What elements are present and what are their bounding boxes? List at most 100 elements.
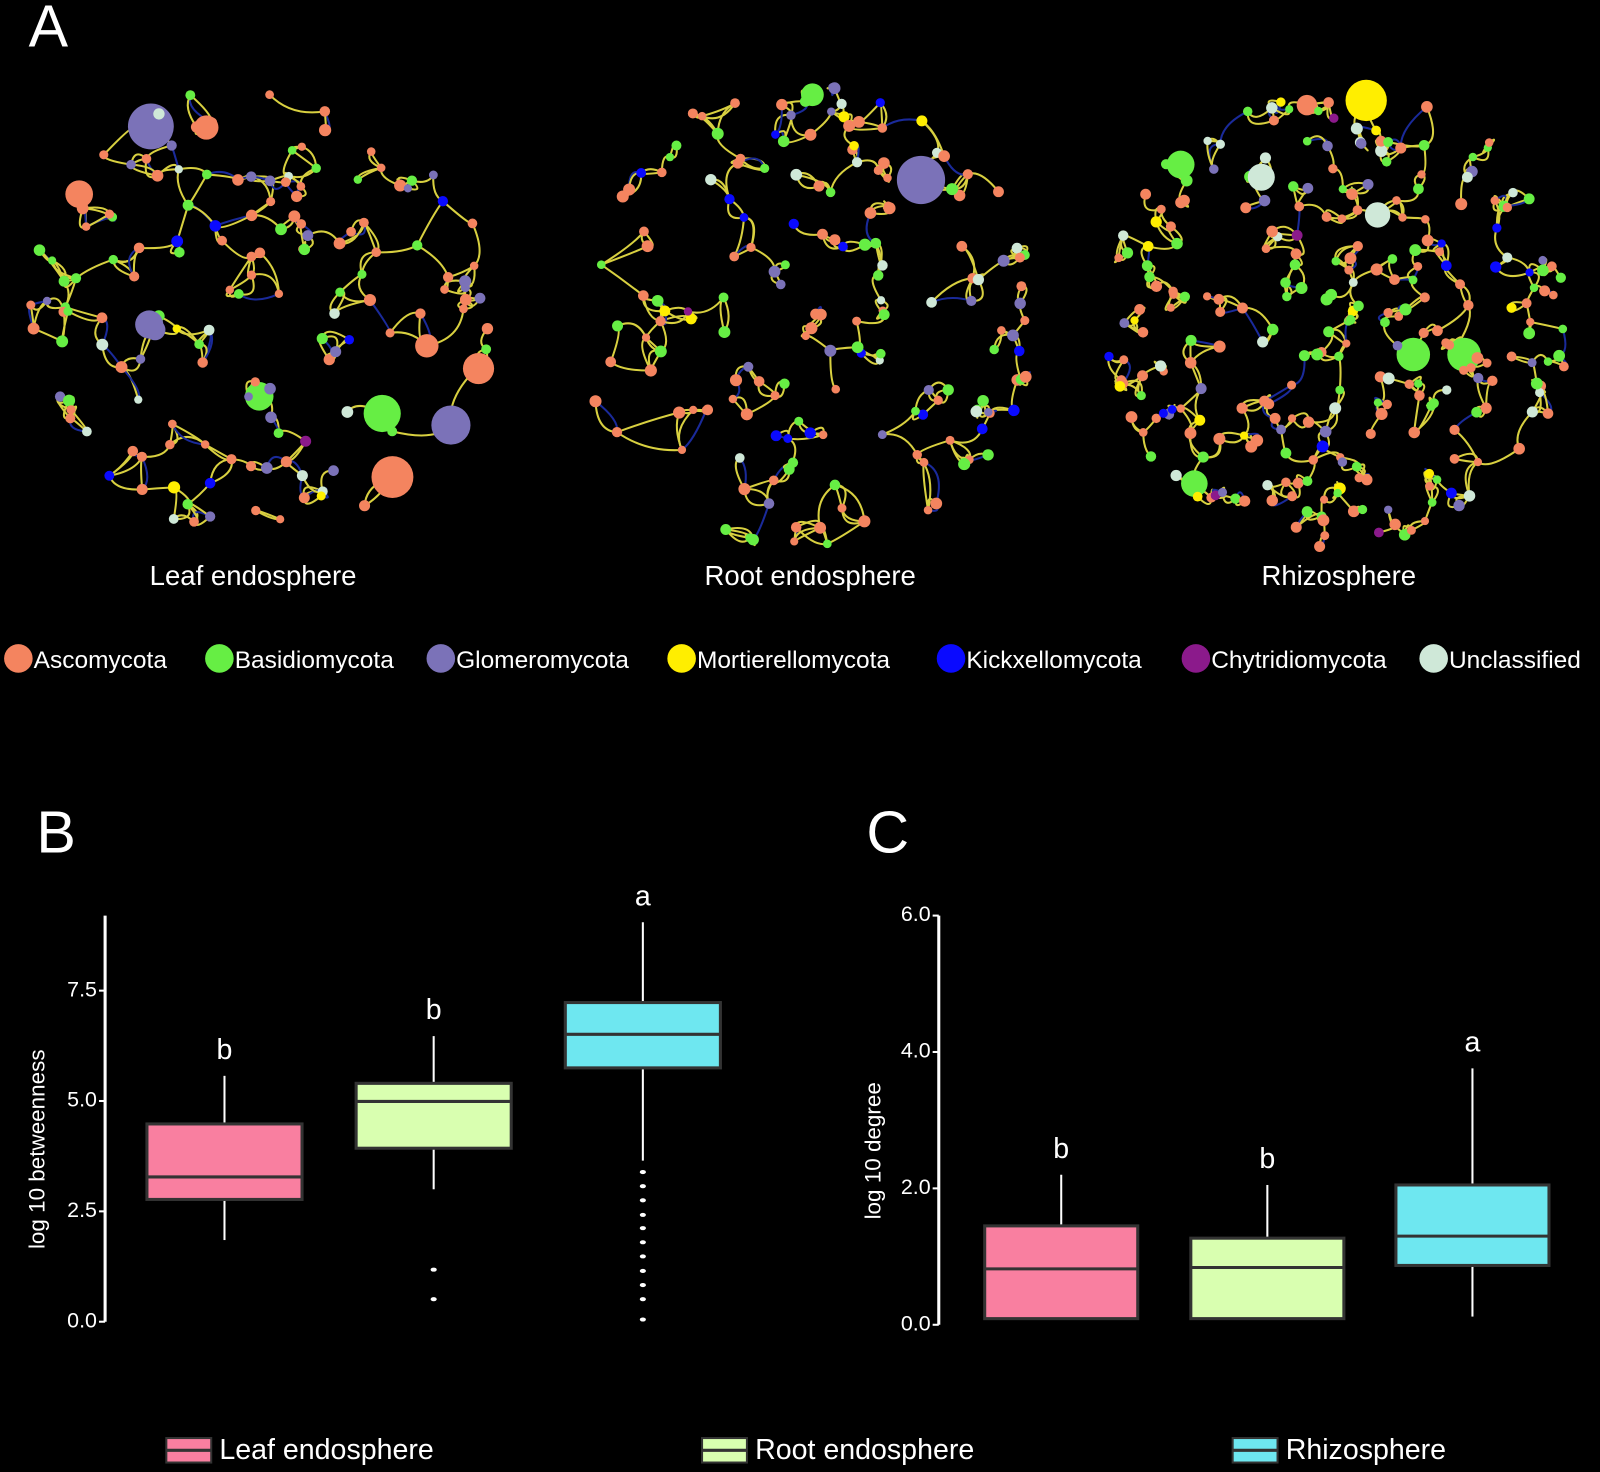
network-node — [1353, 300, 1364, 312]
network-node — [459, 293, 472, 306]
network-node — [1308, 455, 1319, 465]
network-node — [437, 196, 449, 207]
network-node — [1137, 370, 1149, 382]
network-node — [288, 210, 301, 223]
network-node — [1337, 214, 1347, 224]
network-node — [298, 243, 311, 256]
network-node — [1364, 202, 1391, 228]
network-node — [870, 237, 882, 249]
network-node — [330, 346, 342, 358]
network-node — [1487, 375, 1498, 386]
network-node — [254, 247, 266, 259]
network-node — [1392, 340, 1403, 351]
panel-label: A — [29, 0, 69, 60]
outlier — [639, 1283, 646, 1288]
network-node — [1202, 292, 1212, 301]
network-node — [1384, 505, 1393, 514]
network-node — [134, 395, 143, 404]
network-node — [1338, 184, 1347, 194]
network-node — [1007, 329, 1019, 342]
network-node — [770, 390, 780, 401]
outlier — [639, 1184, 646, 1189]
network-node — [1280, 277, 1291, 288]
network-node — [1345, 314, 1356, 325]
network-node — [930, 497, 943, 510]
network-node — [825, 187, 836, 198]
network-node — [1473, 457, 1483, 467]
network-node — [1337, 457, 1348, 467]
network-node — [1239, 495, 1251, 507]
network-node — [245, 209, 258, 222]
network-node — [877, 430, 887, 440]
network-node — [442, 272, 454, 283]
network-node — [233, 289, 244, 299]
network-node — [1184, 356, 1197, 369]
network-node — [1247, 163, 1275, 191]
network-node — [1412, 346, 1423, 357]
network-node — [794, 416, 804, 426]
network-node — [403, 184, 413, 193]
network-node — [1184, 427, 1197, 440]
network-node — [1280, 447, 1292, 459]
network-node — [1298, 350, 1310, 362]
network-node — [1344, 265, 1354, 275]
network-node — [1136, 391, 1146, 401]
network-node — [1328, 163, 1338, 174]
network-node — [919, 457, 929, 467]
significance-letter: b — [1053, 1133, 1069, 1165]
network-node — [81, 222, 91, 231]
network-node — [1535, 387, 1545, 398]
network-node — [371, 456, 414, 499]
network-node — [683, 307, 693, 316]
network-node — [858, 238, 872, 251]
network-node — [1490, 261, 1502, 273]
network-node — [638, 290, 649, 301]
network-node — [126, 159, 136, 170]
y-tick-label: 2.0 — [901, 1175, 931, 1199]
network-node — [805, 322, 818, 335]
network-node — [1449, 424, 1460, 435]
network-node — [942, 384, 954, 396]
network-node — [1468, 152, 1478, 162]
network-node — [47, 256, 57, 265]
network-title: Root endosphere — [705, 560, 916, 591]
network-node — [353, 175, 363, 184]
network-node — [813, 180, 825, 192]
network-node — [1538, 255, 1548, 265]
network-node — [945, 435, 955, 445]
network-node — [1419, 292, 1430, 303]
network-node — [671, 140, 682, 151]
outlier — [639, 1297, 646, 1302]
network-node — [182, 199, 194, 211]
network-node — [1259, 395, 1271, 407]
network-node — [1370, 263, 1383, 276]
network-node — [984, 407, 993, 417]
network-node — [1357, 504, 1368, 515]
network-node — [1482, 358, 1492, 368]
network-node — [1371, 125, 1382, 136]
network-node — [1375, 407, 1388, 421]
network-node — [1215, 139, 1225, 149]
network-node — [849, 140, 859, 151]
network-node — [1365, 428, 1376, 439]
network-node — [1461, 171, 1473, 183]
network-node — [406, 175, 418, 186]
network-node — [1427, 498, 1437, 507]
network-node — [204, 477, 216, 489]
network-node — [641, 333, 651, 342]
network-node — [171, 235, 184, 248]
network-node — [982, 449, 994, 461]
network-node — [977, 394, 989, 407]
network-node — [415, 334, 439, 358]
network-node — [1466, 363, 1476, 373]
network-nodes — [589, 82, 1032, 549]
network-node — [1523, 327, 1536, 340]
network-node — [745, 533, 755, 543]
network-node — [639, 226, 649, 237]
network-node — [596, 260, 606, 270]
network-node — [1421, 234, 1434, 247]
network-node — [838, 111, 850, 123]
network-node — [1150, 280, 1163, 292]
network-node — [165, 439, 175, 450]
